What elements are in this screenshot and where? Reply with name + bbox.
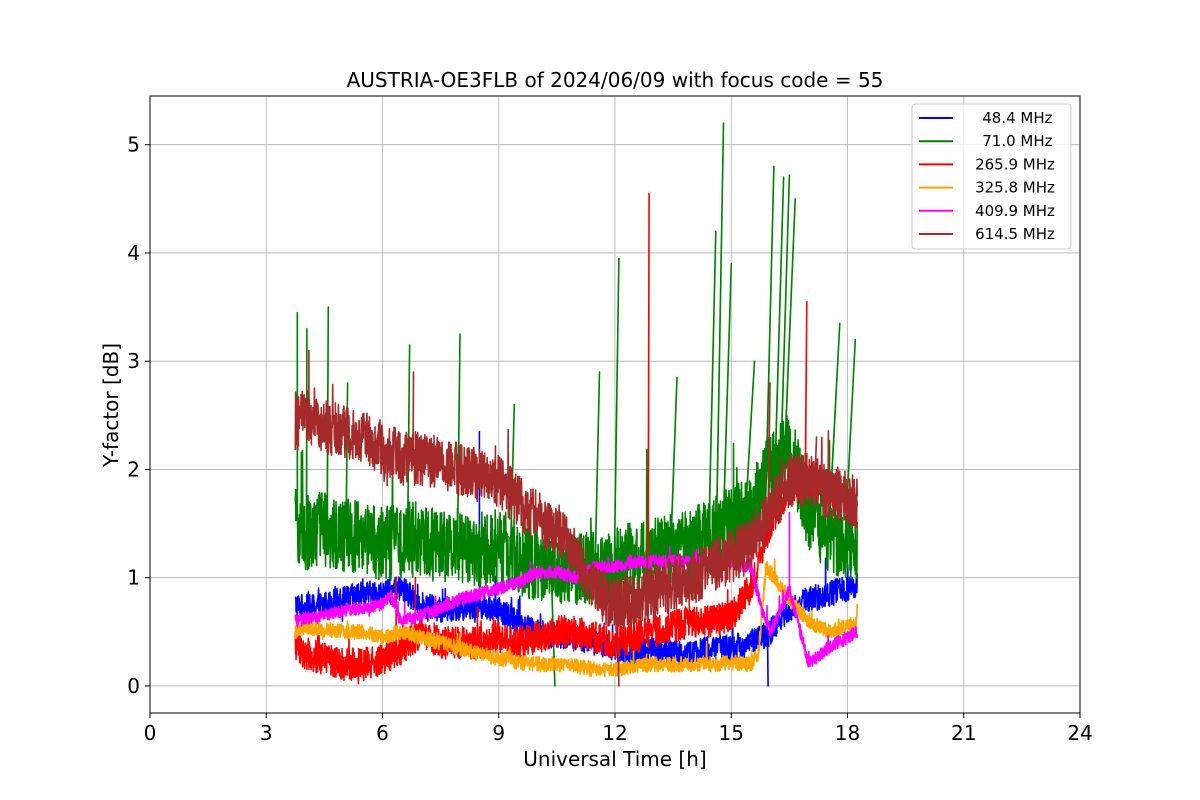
y-tick-label: 2 bbox=[127, 457, 140, 481]
y-axis-label: Y-factor [dB] bbox=[99, 343, 123, 468]
series-line bbox=[294, 349, 858, 687]
legend-label: 325.8 MHz bbox=[975, 179, 1055, 197]
y-axis-ticks: 0 1 2 3 4 5 bbox=[127, 133, 150, 698]
x-tick-label: 3 bbox=[260, 721, 273, 745]
x-axis-ticks: 0 3 6 9 12 15 18 21 24 bbox=[144, 713, 1093, 745]
x-axis-label: Universal Time [h] bbox=[523, 747, 706, 771]
legend-label: 614.5 MHz bbox=[975, 225, 1055, 243]
legend-label: 71.0 MHz bbox=[977, 132, 1052, 150]
x-tick-label: 21 bbox=[951, 721, 976, 745]
x-tick-label: 0 bbox=[144, 721, 157, 745]
chart-title: AUSTRIA-OE3FLB of 2024/06/09 with focus … bbox=[347, 68, 884, 92]
series-line bbox=[294, 511, 858, 668]
x-tick-label: 9 bbox=[492, 721, 505, 745]
legend-items: 48.4 MHz 71.0 MHz 265.9 MHz 325.8 MHz 409.9… bbox=[919, 109, 1055, 243]
series-group bbox=[294, 122, 858, 687]
y-tick-label: 1 bbox=[127, 566, 140, 590]
x-tick-label: 18 bbox=[835, 721, 860, 745]
legend-label: 409.9 MHz bbox=[975, 202, 1055, 220]
x-tick-label: 15 bbox=[719, 721, 744, 745]
legend: 48.4 MHz 71.0 MHz 265.9 MHz 325.8 MHz 409.9… bbox=[911, 103, 1072, 250]
x-tick-label: 6 bbox=[376, 721, 389, 745]
series-line bbox=[294, 122, 858, 687]
legend-label: 265.9 MHz bbox=[975, 155, 1055, 173]
series-line bbox=[294, 558, 858, 678]
y-tick-label: 5 bbox=[127, 133, 140, 157]
y-tick-label: 3 bbox=[127, 349, 140, 373]
y-tick-label: 0 bbox=[127, 674, 140, 698]
x-tick-label: 24 bbox=[1067, 721, 1092, 745]
legend-label: 48.4 MHz bbox=[977, 109, 1052, 127]
y-tick-label: 4 bbox=[127, 241, 140, 265]
x-tick-label: 12 bbox=[602, 721, 627, 745]
